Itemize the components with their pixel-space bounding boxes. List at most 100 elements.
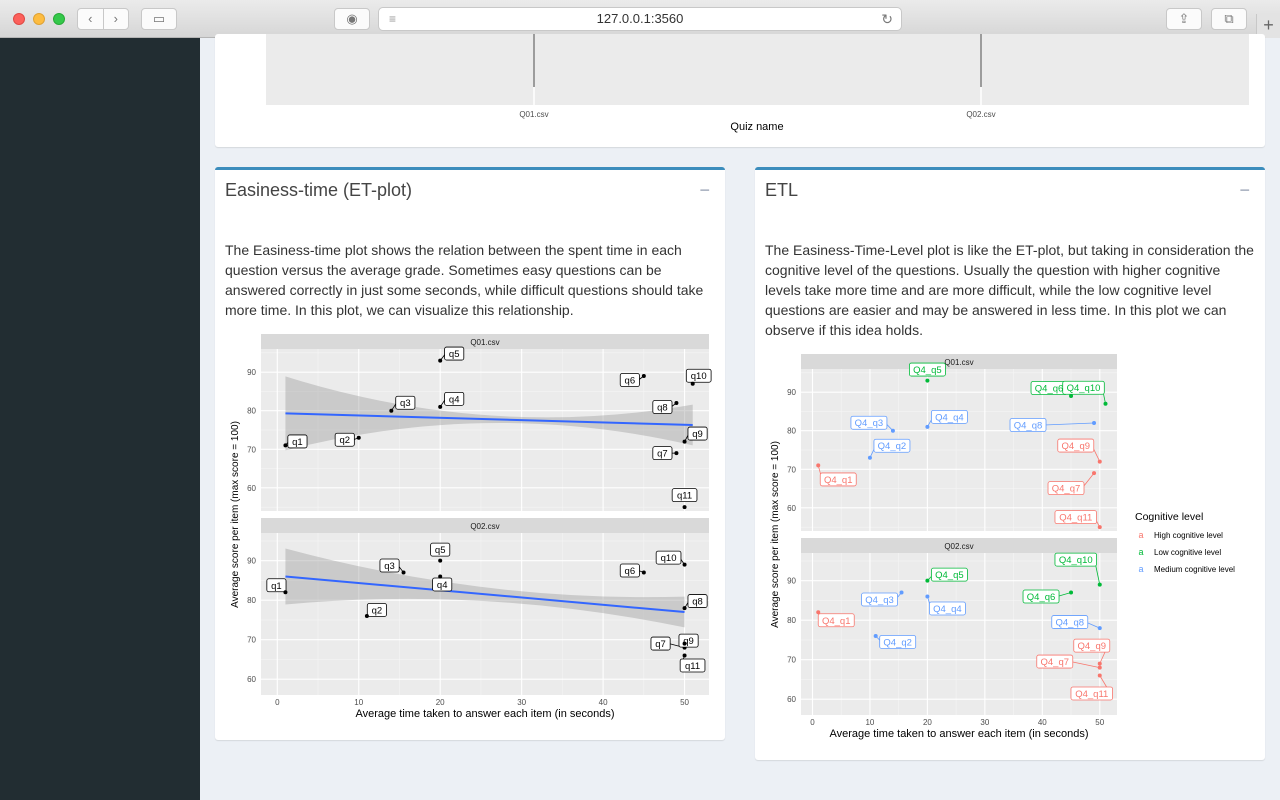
- legend-label: Medium cognitive level: [1154, 565, 1235, 574]
- point-label: Q4_q8: [1014, 421, 1043, 432]
- point-label: Q4_q4: [935, 412, 964, 423]
- nav-buttons: ‹ ›: [77, 8, 129, 30]
- legend-label: Low cognitive level: [1154, 548, 1221, 557]
- collapse-button[interactable]: −: [1239, 180, 1250, 200]
- data-point: [816, 463, 821, 468]
- point-label: Q4_q1: [822, 616, 851, 627]
- point-label-box: [619, 563, 640, 578]
- data-point: [867, 455, 872, 460]
- box-title: Easiness-time (ET-plot): [225, 180, 413, 200]
- point-label: q8: [657, 403, 668, 414]
- x-tick-label: Q02.csv: [966, 110, 995, 119]
- point-label: q3: [384, 561, 395, 572]
- reader-icon[interactable]: ≡: [389, 12, 397, 26]
- data-point: [682, 641, 687, 646]
- legend-key: a: [1138, 564, 1143, 574]
- point-label: q10: [661, 553, 677, 564]
- data-point: [1097, 626, 1102, 631]
- minimize-window-button[interactable]: [33, 13, 45, 25]
- label-leader: [1085, 621, 1100, 629]
- point-label: Q4_q1: [824, 475, 853, 486]
- legend-key: a: [1138, 547, 1143, 557]
- point-label-box: [379, 558, 400, 573]
- url-text: 127.0.0.1:3560: [596, 11, 684, 26]
- quiz-plot-box: Q01.csv Q02.csv Quiz name: [215, 34, 1265, 147]
- point-label: q1: [292, 437, 303, 448]
- data-point: [1097, 525, 1102, 530]
- data-point: [690, 381, 695, 386]
- point-label-box: [1054, 552, 1097, 567]
- data-point: [682, 505, 687, 510]
- facet-label: Q01.csv: [944, 358, 973, 367]
- point-label: q5: [449, 349, 460, 360]
- point-label: Q4_q2: [878, 441, 907, 452]
- legend-label: High cognitive level: [1154, 531, 1223, 540]
- collapse-button[interactable]: −: [699, 180, 710, 200]
- address-bar[interactable]: ≡ 127.0.0.1:3560 ↻: [378, 7, 902, 31]
- point-label-box: [685, 368, 712, 383]
- point-label-box: [817, 613, 855, 628]
- point-label: q4: [449, 394, 460, 405]
- data-point: [890, 428, 895, 433]
- point-label-box: [334, 432, 355, 447]
- x-tick-label: 40: [1038, 718, 1047, 727]
- x-tick-label: 30: [517, 698, 526, 707]
- etl-plot-box: ETL − The Easiness-Time-Level plot is li…: [755, 167, 1265, 760]
- back-button[interactable]: ‹: [78, 9, 104, 29]
- point-label: Q4_q5: [913, 365, 942, 376]
- share-button[interactable]: ⇪: [1166, 8, 1202, 30]
- point-label: Q4_q3: [855, 418, 884, 429]
- zoom-window-button[interactable]: [53, 13, 65, 25]
- point-label: q7: [657, 449, 668, 460]
- data-point: [1092, 471, 1097, 476]
- close-window-button[interactable]: [13, 13, 25, 25]
- data-point: [925, 578, 930, 583]
- point-label: Q4_q5: [935, 570, 964, 581]
- data-point: [283, 590, 288, 595]
- x-tick-label: 10: [865, 718, 874, 727]
- point-label-box: [395, 395, 416, 410]
- x-tick-label: Q01.csv: [519, 110, 548, 119]
- reload-icon[interactable]: ↻: [881, 11, 893, 27]
- point-label: Q4_q3: [865, 595, 894, 606]
- data-point: [682, 653, 687, 658]
- point-label: Q4_q9: [1077, 641, 1106, 652]
- shield-icon[interactable]: ◉: [334, 8, 370, 30]
- point-label-box: [819, 472, 857, 487]
- label-leader: [1057, 592, 1072, 597]
- point-label-box: [444, 391, 465, 406]
- y-tick-label: 60: [247, 675, 256, 684]
- facet-strip: [261, 334, 709, 349]
- trend-line: [285, 575, 685, 614]
- point-label-box: [1051, 615, 1089, 629]
- plot-panel: [261, 533, 709, 695]
- facet-strip: [261, 518, 709, 533]
- point-label-box: [287, 434, 308, 449]
- label-leader: [1070, 661, 1100, 668]
- legend: Cognitive level a High cognitive level a Low…: [1135, 511, 1235, 574]
- point-label-box: [1047, 481, 1085, 496]
- y-tick-label: 90: [247, 557, 256, 566]
- point-label-box: [430, 542, 451, 557]
- forward-button[interactable]: ›: [113, 11, 118, 26]
- point-label: q1: [271, 581, 282, 592]
- sidebar-toggle-button[interactable]: ▭: [141, 8, 177, 30]
- point-label-box: [873, 438, 911, 453]
- tabs-overview-button[interactable]: ⧉: [1211, 8, 1247, 30]
- data-point: [1097, 673, 1102, 678]
- point-label: Q4_q11: [1059, 513, 1092, 524]
- trend-line: [285, 412, 693, 426]
- y-tick-label: 60: [247, 484, 256, 493]
- box-description: The Easiness-Time-Level plot is like the…: [765, 242, 1254, 338]
- point-label-box: [1054, 510, 1097, 525]
- point-label-box: [652, 446, 673, 461]
- y-tick-label: 70: [247, 445, 256, 454]
- sidebar: [0, 38, 200, 800]
- facet-panel: Q02.csv 60 70 80 90 q1 q2 q3 q4 q5 q6 q7 q8 q9 q10 q11: [247, 518, 709, 695]
- point-label-box: [671, 488, 698, 503]
- x-tick-label: 0: [810, 718, 815, 727]
- facet-panel: Q01.csv 60 70 80 90 q1 q2 q3 q4 q5 q6 q7 q8 q9 q10 q11: [247, 334, 712, 511]
- y-axis-title: Average score per item (max score = 100): [770, 441, 781, 628]
- data-point: [1097, 665, 1102, 670]
- confidence-band: [285, 376, 693, 451]
